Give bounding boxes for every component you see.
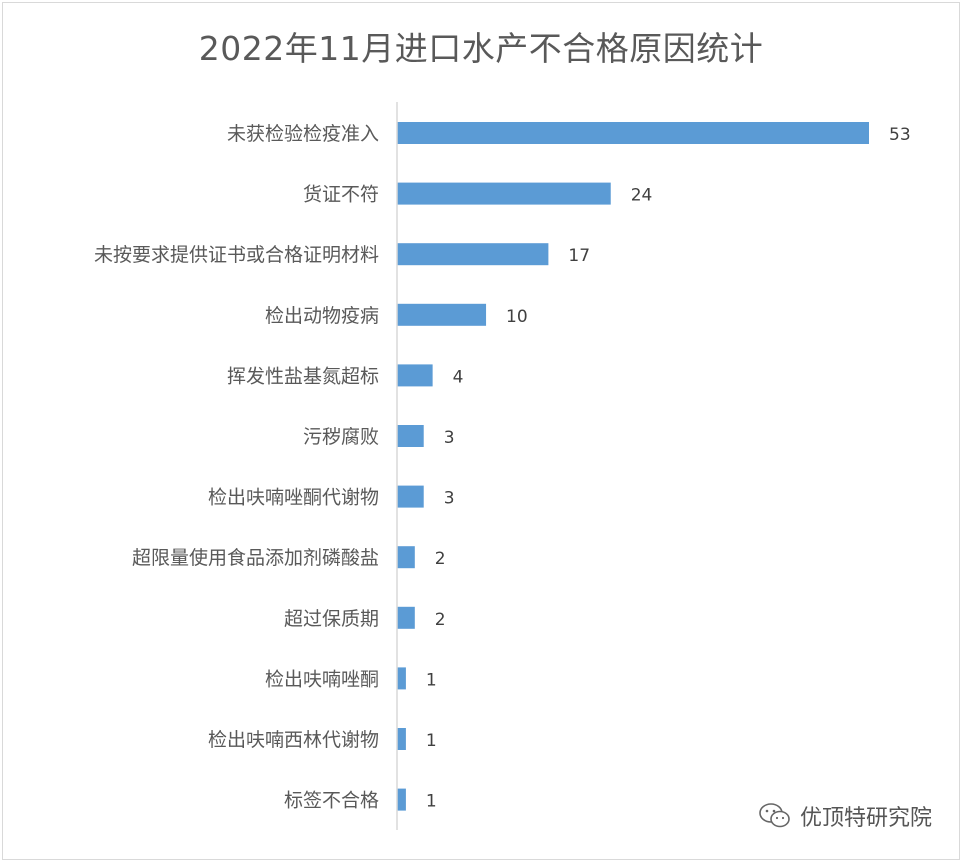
value-label: 2 (435, 549, 446, 569)
bar (397, 728, 406, 750)
category-label: 货证不符 (303, 184, 379, 206)
bar (397, 243, 549, 266)
value-label: 17 (568, 246, 590, 266)
value-label: 2 (435, 610, 446, 630)
watermark: 优顶特研究院 (758, 800, 932, 832)
category-label: 挥发性盐基氮超标 (227, 365, 379, 387)
value-label: 4 (453, 367, 464, 387)
category-label: 检出呋喃唑酮代谢物 (208, 487, 379, 509)
value-label: 1 (426, 792, 437, 812)
value-label: 10 (506, 307, 528, 327)
bar (397, 667, 406, 690)
bar (397, 546, 415, 569)
bar (397, 182, 611, 205)
value-label: 1 (426, 731, 437, 751)
watermark-text: 优顶特研究院 (799, 806, 932, 831)
bar (397, 606, 415, 629)
category-label: 标签不合格 (284, 790, 379, 812)
category-label: 未按要求提供证书或合格证明材料 (94, 244, 379, 266)
value-label: 3 (444, 428, 455, 448)
value-label: 3 (444, 489, 455, 509)
value-label: 1 (426, 670, 437, 690)
bar (397, 303, 487, 326)
category-label: 超限量使用食品添加剂磷酸盐 (132, 547, 379, 569)
value-label: 53 (889, 125, 911, 145)
category-label: 检出动物疫病 (265, 305, 379, 327)
bar (397, 122, 869, 144)
chart-title: 2022年11月进口水产不合格原因统计 (198, 29, 764, 68)
category-label: 未获检验检疫准入 (227, 123, 379, 145)
bar (397, 485, 424, 508)
category-label: 超过保质期 (284, 608, 379, 630)
category-label: 检出呋喃西林代谢物 (208, 729, 379, 751)
category-label: 污秽腐败 (303, 426, 379, 448)
bar (397, 425, 424, 447)
value-label: 24 (631, 186, 653, 206)
wechat-icon (758, 801, 792, 831)
bar (397, 364, 433, 387)
bar (397, 788, 406, 811)
category-label: 检出呋喃唑酮 (265, 668, 379, 690)
